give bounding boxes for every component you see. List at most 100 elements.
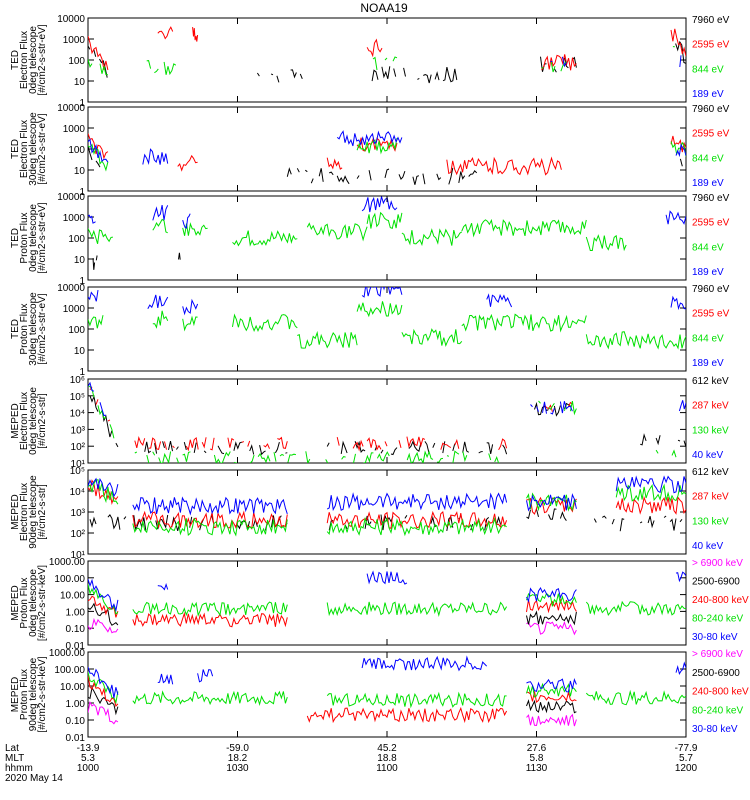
- series-trace: [336, 436, 508, 452]
- y-tick-label: 1: [79, 276, 85, 287]
- series-trace: [88, 133, 109, 160]
- series-trace: [550, 56, 567, 68]
- series-trace: [670, 141, 686, 157]
- series-trace: [401, 228, 463, 247]
- series-green: [88, 583, 686, 618]
- series-trace: [640, 433, 686, 448]
- series-trace: [371, 66, 458, 84]
- series-trace: [336, 130, 403, 147]
- series-trace: [326, 157, 343, 170]
- series-trace: [675, 143, 686, 158]
- legend-entry: 2595 eV: [692, 218, 730, 229]
- series-green: [88, 301, 686, 350]
- x-row-label: hhmm: [5, 763, 33, 774]
- series-trace: [541, 54, 577, 71]
- legend-entry: 80-240 keV: [692, 614, 743, 625]
- series-trace: [326, 492, 508, 512]
- x-tick-label: 5.3: [81, 753, 95, 764]
- series-trace: [88, 290, 99, 302]
- y-tick-label: 10: [74, 346, 86, 357]
- series-trace: [585, 600, 686, 616]
- series-trace: [675, 661, 686, 675]
- x-tick-label: 1100: [376, 763, 398, 774]
- legend-entry: 612 keV: [692, 376, 729, 387]
- series-trace: [526, 493, 577, 512]
- y-axis-label: 90deg telescope: [28, 657, 39, 731]
- series-trace: [132, 517, 288, 537]
- y-tick-label: 1.00: [66, 699, 86, 710]
- panel-frame: [87, 17, 687, 103]
- series-trace: [88, 384, 115, 439]
- y-axis-label: Electron Flux: [19, 392, 30, 450]
- x-tick-label: 1130: [526, 763, 548, 774]
- x-tick-label: -77.9: [675, 743, 698, 754]
- legend-entry: 2500-6900: [692, 577, 740, 588]
- y-axis-label: [#/cm2-s-str]: [37, 484, 48, 540]
- legend-entry: 30-80 keV: [692, 632, 738, 643]
- x-tick-label: 1200: [675, 763, 698, 774]
- y-axis-label: 90deg telescope: [28, 475, 39, 549]
- legend-entry: 189 eV: [692, 178, 724, 189]
- series-trace: [88, 315, 104, 329]
- x-row-label: Lat: [5, 743, 19, 754]
- series-blue: [88, 570, 686, 613]
- y-tick-label: 100: [68, 234, 85, 245]
- y-tick-label: 0.01: [66, 733, 86, 744]
- y-tick-label: 0.10: [66, 624, 86, 635]
- y-axis-label: Proton Flux: [19, 303, 30, 354]
- y-tick-label: 1000: [63, 124, 86, 135]
- series-blue: [88, 655, 686, 698]
- series-blue: [88, 196, 686, 229]
- y-tick-label: 10000: [57, 14, 85, 25]
- series-black: [88, 686, 577, 716]
- legend-entry: 40 keV: [692, 541, 723, 552]
- series-trace: [144, 440, 288, 456]
- legend-entry: 40 keV: [692, 450, 723, 461]
- series-trace: [526, 620, 577, 636]
- series-trace: [615, 475, 686, 494]
- series-trace: [366, 38, 383, 58]
- series-green: [88, 671, 686, 709]
- series-trace: [678, 400, 686, 412]
- series-trace: [531, 401, 577, 414]
- legend-entry: 612 keV: [692, 467, 729, 478]
- legend-entry: 240-800 keV: [692, 595, 749, 606]
- y-tick-label: 1000: [63, 213, 86, 224]
- panel-frame: [87, 469, 687, 555]
- series-trace: [152, 205, 169, 221]
- y-tick-label: 10⁵: [70, 392, 85, 403]
- series-red: [88, 26, 686, 71]
- y-axis-label: [#/cm2-s-str-eV]: [37, 24, 48, 95]
- y-axis-label: [#/cm2-s-str]: [37, 393, 48, 449]
- series-trace: [297, 330, 358, 349]
- series-trace: [157, 673, 174, 685]
- series-trace: [526, 699, 577, 714]
- series-trace: [152, 310, 169, 329]
- series-red: [88, 675, 577, 724]
- x-tick-label: -59.0: [226, 743, 249, 754]
- y-tick-label: 100.00: [54, 574, 85, 585]
- series-trace: [177, 154, 198, 172]
- series-black: [88, 40, 686, 84]
- x-tick-label: -13.9: [77, 743, 100, 754]
- series-black: [88, 146, 686, 185]
- legend-entry: 240-800 keV: [692, 687, 749, 698]
- series-red: [90, 387, 576, 452]
- y-tick-label: 0.10: [66, 716, 86, 727]
- legend-entry: > 6900 keV: [692, 558, 743, 569]
- y-axis-label: 0deg telescope: [28, 569, 39, 637]
- x-tick-label: 18.2: [228, 753, 248, 764]
- series-trace: [585, 331, 686, 350]
- legend-entry: 30-80 keV: [692, 724, 738, 735]
- panel-frame: [87, 286, 687, 372]
- series-trace: [88, 214, 96, 224]
- y-axis-label: Electron Flux: [19, 483, 30, 541]
- series-black: [89, 394, 686, 456]
- series-black: [88, 602, 577, 626]
- y-tick-label: 10⁴: [70, 487, 85, 498]
- series-trace: [675, 571, 686, 583]
- series-trace: [326, 516, 507, 537]
- y-tick-label: 10²: [71, 442, 86, 453]
